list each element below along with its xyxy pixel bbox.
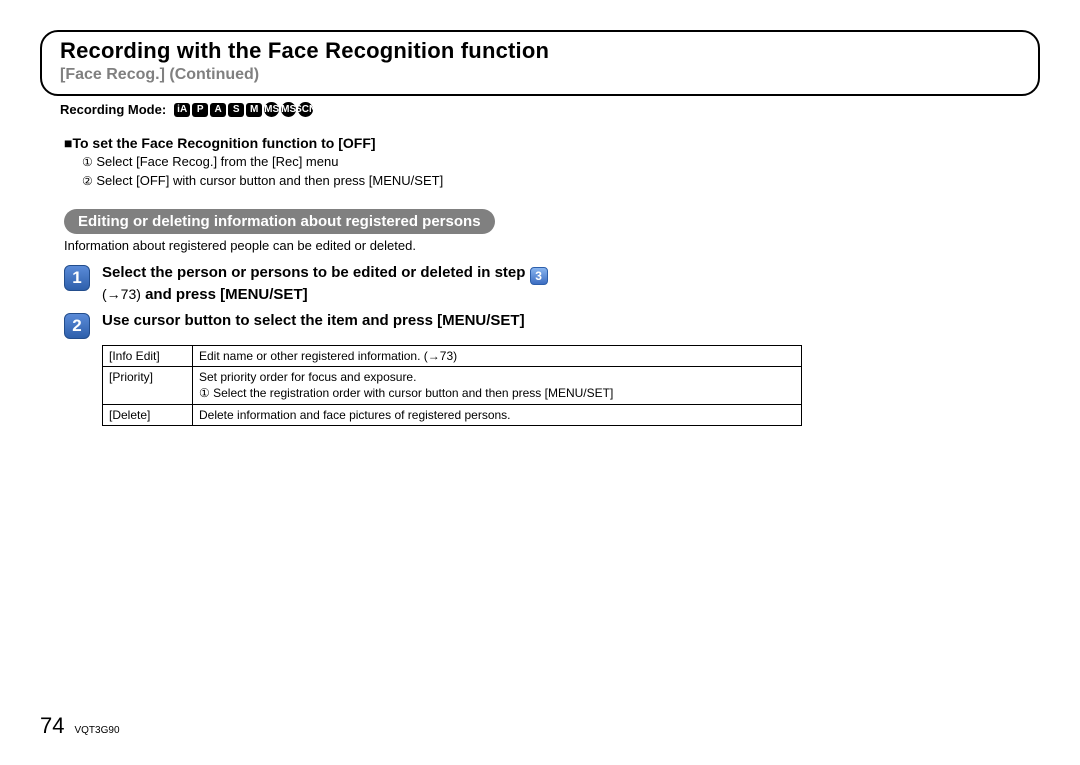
step-2-row: 2 Use cursor button to select the item a… xyxy=(64,311,1040,339)
mode-icon-scn: SCN xyxy=(298,102,313,117)
page-number: 74 xyxy=(40,713,64,739)
page-subtitle: [Face Recog.] (Continued) xyxy=(60,66,1020,84)
mode-icon-s: S xyxy=(228,103,244,117)
recording-mode-label: Recording Mode: xyxy=(60,102,166,117)
mode-icon-p: P xyxy=(192,103,208,117)
continued-label: (Continued) xyxy=(169,66,259,83)
opt-val-infoedit: Edit name or other registered informatio… xyxy=(193,346,802,367)
recording-mode-row: Recording Mode: iA P A S M MS MS SCN xyxy=(40,100,1040,117)
opt-key-infoedit: [Info Edit] xyxy=(103,346,193,367)
doc-code: VQT3G90 xyxy=(74,725,119,736)
step-1-row: 1 Select the person or persons to be edi… xyxy=(64,263,1040,305)
off-steps: ① Select [Face Recog.] from the [Rec] me… xyxy=(64,153,1040,191)
mode-icon-a: A xyxy=(210,103,226,117)
options-table: [Info Edit] Edit name or other registere… xyxy=(102,345,802,426)
opt-key-priority: [Priority] xyxy=(103,367,193,404)
off-step1: Select [Face Recog.] from the [Rec] menu xyxy=(96,154,338,169)
steps-list: 1 Select the person or persons to be edi… xyxy=(64,263,1040,339)
off-heading: ■To set the Face Recognition function to… xyxy=(64,135,1040,151)
step-badge-1: 1 xyxy=(64,265,90,291)
mode-icon-ms2: MS xyxy=(281,102,296,117)
opt-val-delete: Delete information and face pictures of … xyxy=(193,404,802,425)
step-2-text: Use cursor button to select the item and… xyxy=(102,311,525,331)
circled-1-icon: ① xyxy=(199,385,210,401)
feature-label: [Face Recog.] xyxy=(60,66,165,83)
page-footer: 74 VQT3G90 xyxy=(40,713,120,739)
step-1-text: Select the person or persons to be edite… xyxy=(102,263,548,305)
edit-section-intro: Information about registered people can … xyxy=(64,238,1040,253)
circled-2-icon: ② xyxy=(82,173,93,190)
mode-icon-ms1: MS xyxy=(264,102,279,117)
circled-1-icon: ① xyxy=(82,154,93,171)
manual-page: Recording with the Face Recognition func… xyxy=(0,0,1080,426)
opt-key-delete: [Delete] xyxy=(103,404,193,425)
mode-icon-ia: iA xyxy=(174,103,190,117)
edit-section-heading: Editing or deleting information about re… xyxy=(64,209,495,234)
step-badge-2: 2 xyxy=(64,313,90,339)
table-row: [Info Edit] Edit name or other registere… xyxy=(103,346,802,367)
off-step2: Select [OFF] with cursor button and then… xyxy=(96,173,443,188)
page-title: Recording with the Face Recognition func… xyxy=(60,38,1020,64)
opt-val-priority: Set priority order for focus and exposur… xyxy=(193,367,802,404)
title-box: Recording with the Face Recognition func… xyxy=(40,30,1040,96)
content-area: ■To set the Face Recognition function to… xyxy=(40,117,1040,426)
table-row: [Delete] Delete information and face pic… xyxy=(103,404,802,425)
table-row: [Priority] Set priority order for focus … xyxy=(103,367,802,404)
step-ref-badge: 3 xyxy=(530,267,548,285)
mode-icon-m: M xyxy=(246,103,262,117)
